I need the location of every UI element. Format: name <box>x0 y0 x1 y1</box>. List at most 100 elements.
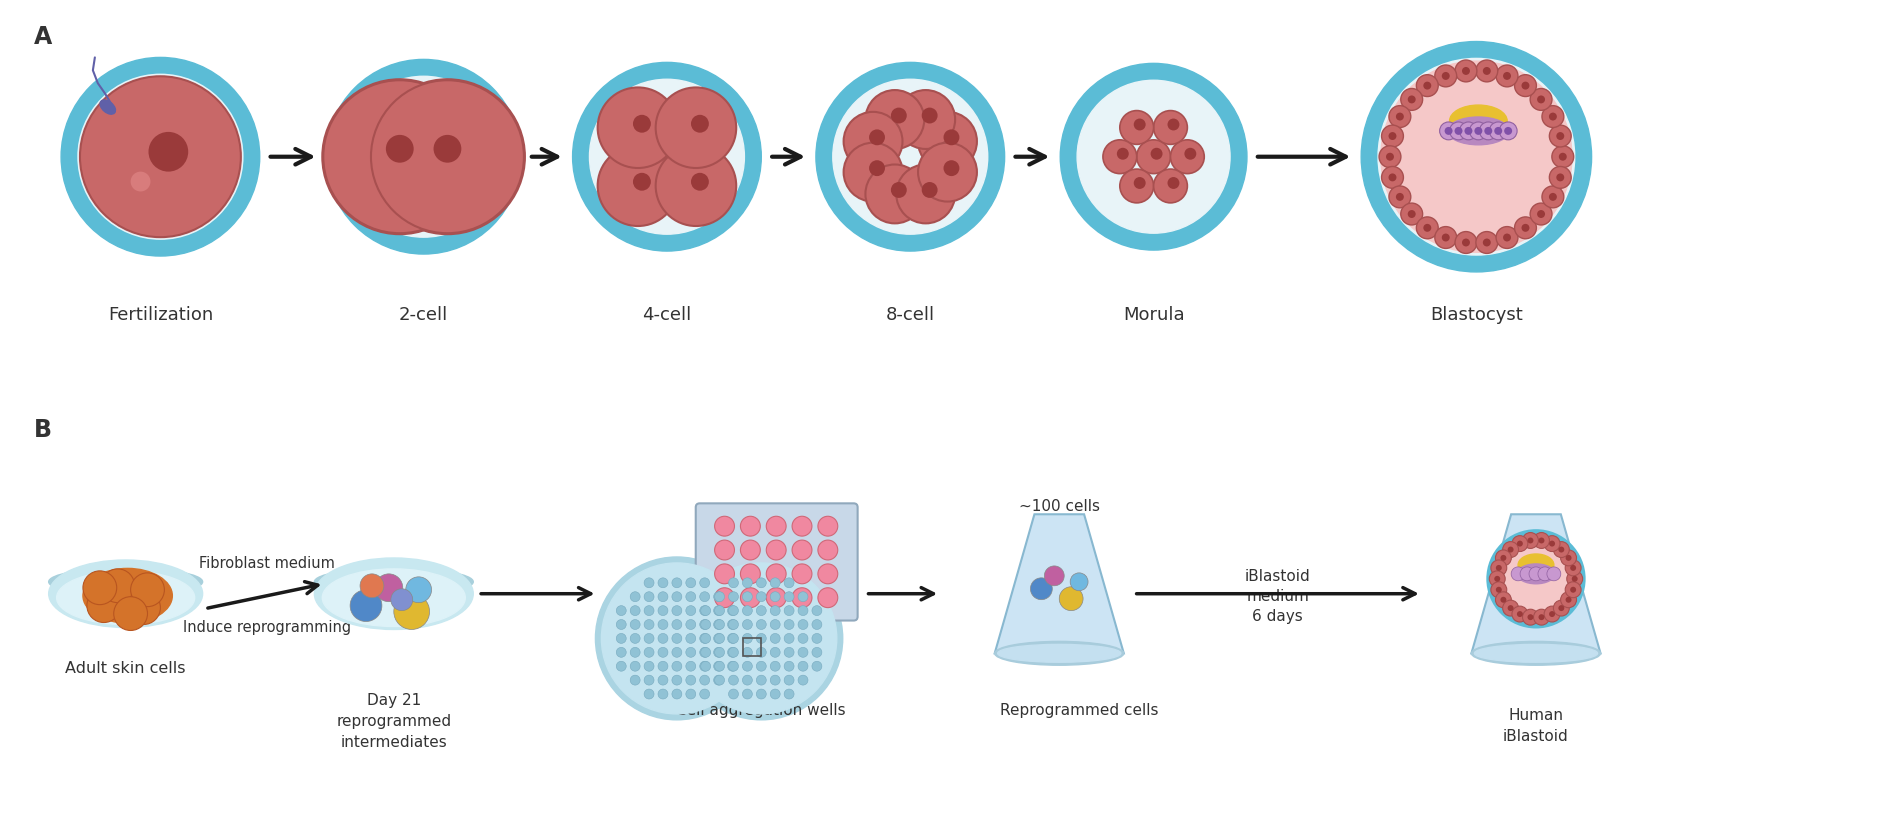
Circle shape <box>672 606 681 615</box>
Circle shape <box>1501 72 1511 80</box>
Circle shape <box>1501 234 1511 241</box>
Circle shape <box>685 647 695 657</box>
Text: Reprogrammed cells: Reprogrammed cells <box>1000 703 1158 718</box>
Circle shape <box>865 90 924 149</box>
Circle shape <box>1572 576 1577 582</box>
Circle shape <box>1416 217 1437 239</box>
Circle shape <box>742 619 752 629</box>
Ellipse shape <box>57 570 195 624</box>
Circle shape <box>1031 578 1051 600</box>
Circle shape <box>1441 72 1448 80</box>
Polygon shape <box>995 514 1124 654</box>
Circle shape <box>767 516 786 536</box>
Circle shape <box>797 675 807 685</box>
Circle shape <box>1537 567 1551 581</box>
Circle shape <box>714 675 723 685</box>
Circle shape <box>323 80 476 233</box>
Circle shape <box>1460 122 1477 140</box>
Circle shape <box>1386 152 1393 161</box>
Circle shape <box>740 564 759 584</box>
Circle shape <box>921 182 938 198</box>
Circle shape <box>714 564 735 584</box>
Circle shape <box>729 578 738 588</box>
Circle shape <box>755 619 767 629</box>
Text: 4-cell: 4-cell <box>642 306 691 324</box>
Circle shape <box>657 578 668 588</box>
Circle shape <box>632 173 651 191</box>
Circle shape <box>791 516 812 536</box>
Circle shape <box>630 633 640 643</box>
Circle shape <box>1378 146 1401 168</box>
Circle shape <box>1549 112 1556 121</box>
Circle shape <box>896 90 955 149</box>
Circle shape <box>685 619 695 629</box>
Circle shape <box>617 606 626 615</box>
Circle shape <box>1543 606 1558 622</box>
Circle shape <box>1520 224 1528 231</box>
Circle shape <box>1528 567 1541 581</box>
Circle shape <box>1494 592 1511 608</box>
Text: Cell aggregation wells: Cell aggregation wells <box>676 703 847 718</box>
Circle shape <box>588 79 744 234</box>
Circle shape <box>784 592 793 601</box>
Circle shape <box>1482 239 1490 246</box>
Circle shape <box>1494 127 1501 134</box>
Circle shape <box>1515 75 1535 96</box>
Circle shape <box>771 661 780 672</box>
Circle shape <box>1401 89 1422 110</box>
Circle shape <box>1439 122 1458 140</box>
Circle shape <box>1059 64 1247 250</box>
Circle shape <box>1520 82 1528 90</box>
Circle shape <box>1507 547 1513 553</box>
Circle shape <box>1184 148 1196 160</box>
Circle shape <box>617 661 626 672</box>
Circle shape <box>755 633 767 643</box>
Circle shape <box>573 63 761 251</box>
Circle shape <box>1150 148 1162 160</box>
Circle shape <box>698 633 710 643</box>
Circle shape <box>643 689 653 699</box>
Circle shape <box>1133 118 1144 130</box>
Ellipse shape <box>995 641 1124 665</box>
Circle shape <box>602 563 752 714</box>
Circle shape <box>818 588 837 608</box>
Circle shape <box>1076 80 1230 233</box>
Ellipse shape <box>49 568 203 596</box>
Circle shape <box>797 592 807 601</box>
Circle shape <box>1070 573 1088 591</box>
Circle shape <box>896 165 955 223</box>
Circle shape <box>1152 111 1186 144</box>
Ellipse shape <box>996 645 1120 663</box>
Circle shape <box>742 606 752 615</box>
Circle shape <box>755 675 767 685</box>
Circle shape <box>131 172 150 192</box>
Circle shape <box>1488 122 1507 140</box>
Circle shape <box>742 633 752 643</box>
Circle shape <box>1473 127 1482 134</box>
Circle shape <box>797 661 807 672</box>
Text: A: A <box>34 24 53 49</box>
Circle shape <box>727 633 736 643</box>
Circle shape <box>890 108 905 124</box>
Circle shape <box>714 588 735 608</box>
Ellipse shape <box>1473 645 1596 663</box>
Circle shape <box>391 588 412 610</box>
Circle shape <box>818 540 837 560</box>
Circle shape <box>131 573 165 606</box>
Circle shape <box>596 557 757 720</box>
Circle shape <box>685 633 695 643</box>
Circle shape <box>1494 576 1499 582</box>
Circle shape <box>742 689 752 699</box>
Circle shape <box>1435 227 1456 249</box>
Circle shape <box>630 619 640 629</box>
Circle shape <box>632 115 651 133</box>
Text: 2-cell: 2-cell <box>399 306 448 324</box>
Circle shape <box>784 619 793 629</box>
Circle shape <box>1435 65 1456 87</box>
Circle shape <box>714 540 735 560</box>
Circle shape <box>865 165 924 223</box>
Circle shape <box>1416 75 1437 96</box>
Ellipse shape <box>49 560 203 628</box>
Circle shape <box>1535 210 1545 218</box>
Circle shape <box>742 592 752 601</box>
